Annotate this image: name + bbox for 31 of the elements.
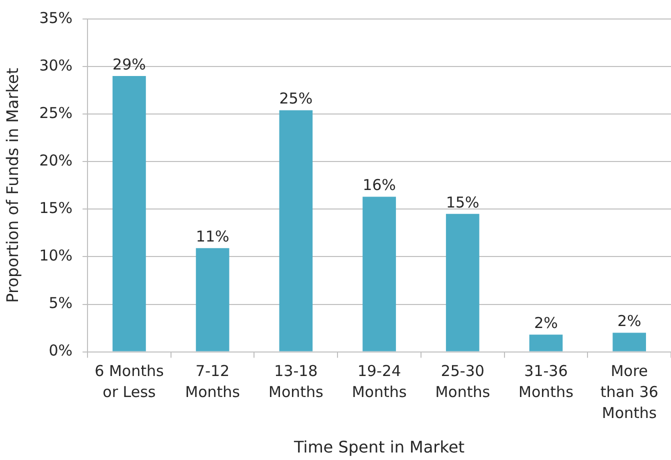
bar	[112, 76, 146, 352]
data-label: 11%	[196, 228, 230, 246]
x-tick-label: 19-24 Months	[352, 362, 407, 402]
bar	[196, 248, 230, 352]
y-tick-label: 10%	[39, 246, 73, 265]
y-tick-label: 30%	[39, 56, 73, 74]
y-axis-title: Proportion of Funds in Market	[2, 68, 22, 303]
data-label: 16%	[362, 176, 396, 194]
x-tick-label: 7-12 Months	[185, 362, 240, 402]
x-tick-label: 13-18 Months	[268, 362, 324, 402]
x-tick-label: 31-36 Months	[518, 362, 574, 402]
data-label: 15%	[446, 193, 480, 212]
x-tick-label: 6 Months or Less	[94, 362, 164, 402]
bar	[612, 332, 646, 352]
bar	[529, 334, 563, 352]
y-tick-label: 25%	[39, 104, 73, 122]
y-tick-label: 15%	[39, 199, 73, 218]
data-label: 2%	[617, 312, 642, 330]
y-tick-label: 20%	[39, 152, 73, 170]
x-tick-label: 25-30 Months	[435, 362, 490, 402]
y-tick-label: 0%	[48, 342, 73, 360]
y-tick-label: 35%	[39, 8, 73, 27]
x-tick-label: More than 36 Months	[600, 362, 658, 422]
bar	[362, 196, 396, 352]
x-axis-title: Time Spent in Market	[292, 438, 465, 457]
data-label: 2%	[534, 314, 558, 332]
y-tick-label: 5%	[48, 294, 73, 312]
data-label: 25%	[279, 90, 313, 108]
bar	[279, 110, 313, 352]
data-label: 29%	[112, 55, 146, 74]
bar	[446, 214, 480, 352]
